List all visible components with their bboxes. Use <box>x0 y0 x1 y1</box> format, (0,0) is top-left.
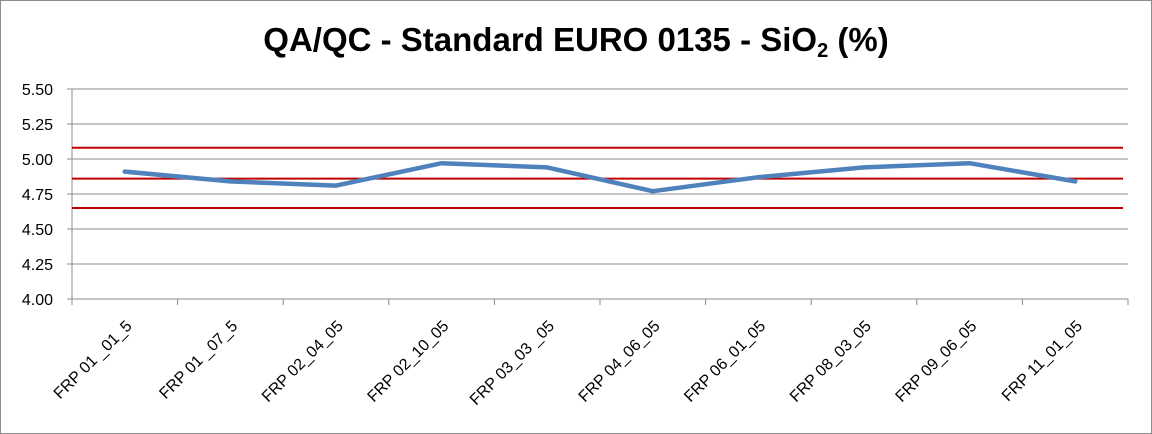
data-point <box>1073 179 1078 184</box>
x-tick-label: FRP 02_04_05 <box>259 318 347 406</box>
data-point <box>122 169 128 174</box>
series-line <box>122 160 1078 194</box>
chart-title: QA/QC - Standard EURO 0135 - SiO2 (%) <box>1 21 1151 63</box>
y-tick-label: 4.25 <box>22 257 53 274</box>
x-tick-label: FRP 09_06_05 <box>893 318 981 406</box>
y-tick-label: 5.00 <box>22 152 53 169</box>
x-tick-label: FRP 04_06_05 <box>576 318 664 406</box>
y-tick-label: 5.50 <box>22 82 53 99</box>
y-tick-label: 5.25 <box>22 117 53 134</box>
x-tick-label: FRP 08_03_05 <box>787 318 875 406</box>
chart-title-end: (%) <box>828 21 889 58</box>
data-point <box>650 189 655 194</box>
data-point <box>228 179 233 184</box>
x-tick-label: FRP 06_01_05 <box>681 318 769 406</box>
y-tick-label: 4.75 <box>22 187 53 204</box>
data-point <box>861 165 867 170</box>
x-tick-label: FRP 01 _07_5 <box>156 318 241 403</box>
data-point <box>545 165 550 170</box>
x-tick-label: FRP 11_01_05 <box>999 318 1086 405</box>
data-point <box>756 175 761 180</box>
data-point <box>439 161 444 166</box>
chart-title-main: QA/QC - Standard EURO 0135 - SiO <box>263 21 818 58</box>
x-tick-label: FRP 03_03 _05 <box>467 318 558 409</box>
x-tick-label: FRP 02_10_05 <box>365 318 453 406</box>
data-point <box>967 161 972 166</box>
x-tick-label: FRP 01 _01_5 <box>51 318 136 403</box>
chart-title-subscript: 2 <box>817 40 829 62</box>
data-point <box>333 183 339 188</box>
y-tick-label: 4.50 <box>22 222 53 239</box>
y-tick-label: 4.00 <box>22 292 53 309</box>
